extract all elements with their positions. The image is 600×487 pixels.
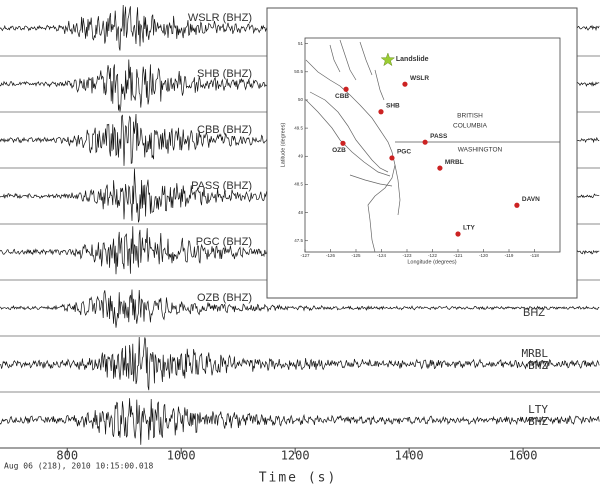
map-x-tick-label: -122 xyxy=(428,253,438,258)
station-label: LTY xyxy=(463,225,475,232)
trace-label: SHB (BHZ) xyxy=(197,68,252,80)
trace-label: MRBL xyxy=(522,347,549,360)
trace-label: WSLR (BHZ) xyxy=(188,12,252,24)
map-x-tick-label: -119 xyxy=(505,253,514,258)
map-y-tick-label: 49 xyxy=(298,153,304,158)
station-label: SHB xyxy=(386,102,400,109)
region-label: WASHINGTON xyxy=(458,147,503,154)
waveform xyxy=(0,289,600,328)
map-x-tick-label: -125 xyxy=(351,253,361,258)
start-time: Aug 06 (218), 2010 10:15:00.018 xyxy=(4,462,153,471)
map-x-tick-label: -124 xyxy=(377,253,387,258)
map-x-tick-label: -123 xyxy=(402,253,412,258)
station-marker xyxy=(437,165,443,171)
waveform xyxy=(0,398,600,445)
x-tick-label: 1000 xyxy=(167,449,196,463)
station-marker xyxy=(389,155,395,161)
trace-label: CBB (BHZ) xyxy=(197,124,252,136)
map-x-tick-label: -120 xyxy=(479,253,489,258)
region-label: BRITISH xyxy=(457,113,483,120)
landslide-label: Landslide xyxy=(396,56,429,63)
map-y-tick-label: 49.5 xyxy=(294,125,303,130)
trace-channel: BHZ xyxy=(528,359,548,372)
station-label: CBB xyxy=(335,93,349,100)
station-marker xyxy=(340,140,346,146)
x-axis-label: Time (s) xyxy=(259,471,338,486)
landslide-marker xyxy=(380,52,396,67)
x-tick-label: 1400 xyxy=(395,449,424,463)
station-marker xyxy=(402,81,408,87)
map-y-tick-label: 50.5 xyxy=(294,69,303,74)
island-coast xyxy=(305,99,391,177)
map-y-tick-label: 50 xyxy=(298,97,304,102)
coastline xyxy=(305,39,401,253)
x-tick-label: 1200 xyxy=(281,449,310,463)
x-tick-label: 800 xyxy=(56,449,78,463)
coast xyxy=(305,59,396,253)
map-y-tick-label: 48.5 xyxy=(294,182,303,187)
trace-label: PASS (BHZ) xyxy=(191,180,252,192)
map-x-tick-label: -127 xyxy=(300,253,310,258)
map-x-tick-label: -126 xyxy=(326,253,336,258)
station-marker xyxy=(343,86,349,92)
trace-label: LTY xyxy=(528,403,548,416)
station-label: OZB xyxy=(332,147,346,154)
trace-label: PGC (BHZ) xyxy=(196,236,252,248)
station-label: DAVN xyxy=(522,196,540,203)
map-x-label: Longitude (degrees) xyxy=(407,259,456,265)
trace-label: OZB (BHZ) xyxy=(197,292,252,304)
station-label: PASS xyxy=(430,133,448,140)
station-marker xyxy=(455,231,461,237)
region-label: COLUMBIA xyxy=(453,123,488,130)
map-y-tick-label: 47.5 xyxy=(294,238,303,243)
map-x-tick-label: -121 xyxy=(453,253,463,258)
station-label: MRBL xyxy=(445,159,464,166)
map-axes xyxy=(304,37,561,253)
station-marker xyxy=(422,139,428,145)
x-tick-label: 1600 xyxy=(509,449,538,463)
inlets xyxy=(329,39,385,101)
map-y-tick-label: 51 xyxy=(298,41,304,46)
station-marker xyxy=(514,202,520,208)
station-label: WSLR xyxy=(410,75,429,82)
station-marker xyxy=(378,109,384,115)
trace-channel: BHZ xyxy=(528,415,548,428)
map-y-label: Latitude (degrees) xyxy=(280,123,286,168)
trace-channel: BHZ xyxy=(523,307,545,319)
island-coast xyxy=(309,91,389,173)
map-y-tick-label: 48 xyxy=(298,210,304,215)
map-inset: BRITISH COLUMBIA WASHINGTON Longitude (d… xyxy=(266,7,578,299)
waveform xyxy=(0,336,600,391)
station-label: PGC xyxy=(397,149,411,156)
map-x-tick-label: -118 xyxy=(530,253,539,258)
strait xyxy=(349,164,401,216)
